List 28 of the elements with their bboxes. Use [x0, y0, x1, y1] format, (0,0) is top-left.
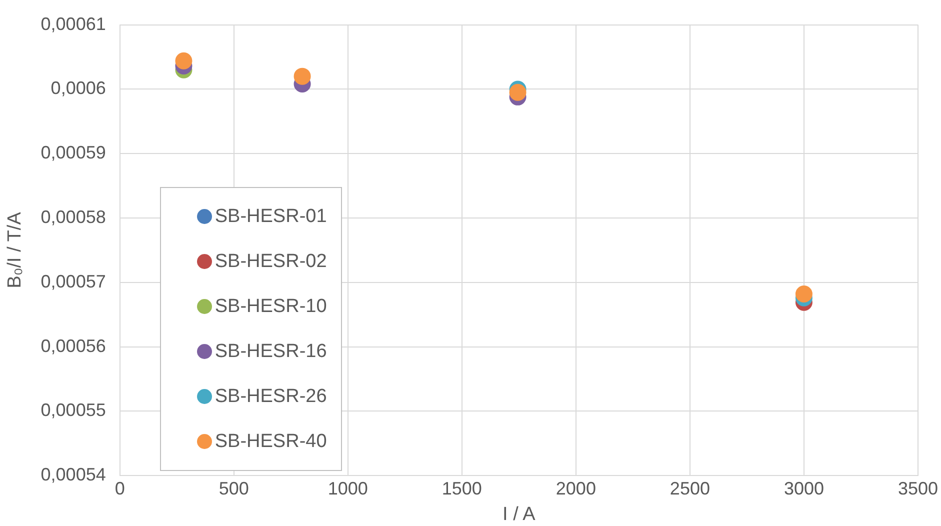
legend-label: SB-HESR-16: [214, 340, 327, 363]
point: [795, 285, 812, 302]
x-tick-label: 1000: [328, 478, 368, 498]
y-tick-label: 0,00056: [40, 336, 106, 356]
x-tick-label: 1500: [442, 478, 482, 498]
point: [509, 84, 526, 101]
x-tick-label: 500: [218, 478, 249, 498]
x-tick-label: 2000: [556, 478, 596, 498]
y-tick-label: 0,00059: [40, 142, 106, 163]
y-tick-label: 0,00054: [40, 464, 106, 485]
y-tick-label: 0,0006: [50, 78, 106, 98]
x-tick-label: 3000: [784, 478, 824, 498]
y-tick-label: 0,00057: [40, 271, 106, 292]
legend-label: SB-HESR-02: [214, 250, 327, 273]
y-tick-label: 0,00061: [40, 14, 106, 34]
y-axis-title: B₀/I / T/A: [4, 212, 26, 288]
point: [175, 52, 192, 70]
y-tick-label: 0,00058: [40, 206, 106, 227]
legend-label: SB-HESR-26: [214, 386, 327, 408]
x-tick-label: 2500: [670, 478, 710, 498]
y-tick-label: 0,00055: [40, 400, 106, 420]
legend-label: SB-HESR-01: [214, 206, 327, 228]
legend-label: SB-HESR-10: [214, 296, 327, 318]
x-tick-label: 0: [114, 478, 125, 498]
point: [294, 68, 311, 85]
legend-label: SB-HESR-40: [214, 430, 327, 453]
x-axis-title: I / A: [502, 504, 536, 525]
x-tick-label: 3500: [898, 478, 938, 498]
